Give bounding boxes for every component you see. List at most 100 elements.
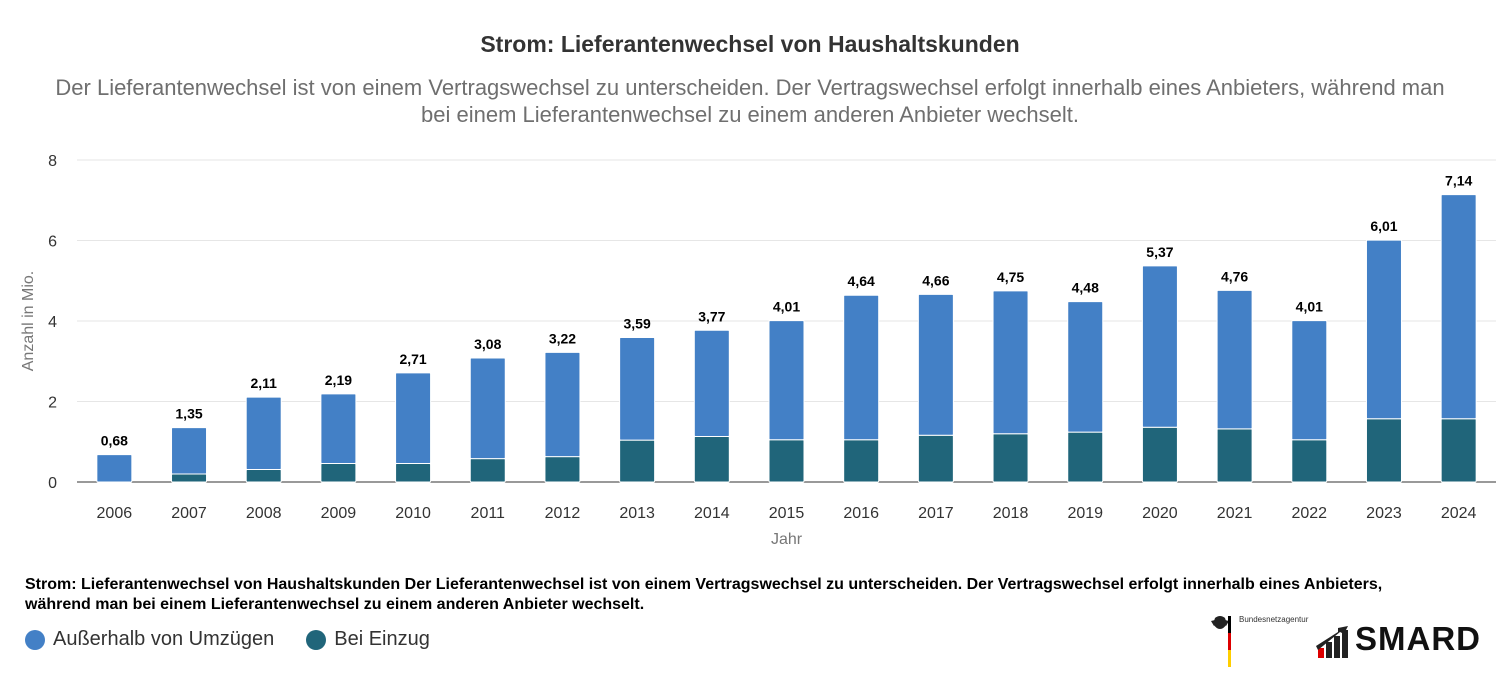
x-tick-label: 2016 xyxy=(843,505,879,522)
data-label: 3,77 xyxy=(698,308,725,324)
x-tick-label: 2021 xyxy=(1217,505,1253,522)
bar-ausserhalb-2020[interactable] xyxy=(1141,265,1178,428)
bar-einzug-2009[interactable] xyxy=(320,462,357,483)
bar-ausserhalb-2011[interactable] xyxy=(469,357,506,460)
bar-ausserhalb-2024[interactable] xyxy=(1440,194,1477,420)
data-label: 5,37 xyxy=(1146,244,1173,260)
data-label: 4,76 xyxy=(1221,268,1248,284)
x-tick-label: 2010 xyxy=(395,505,431,522)
bar-ausserhalb-2017[interactable] xyxy=(917,293,954,436)
eagle-icon xyxy=(1211,616,1229,629)
data-label: 3,22 xyxy=(549,330,576,346)
bar-ausserhalb-2009[interactable] xyxy=(320,393,357,464)
bar-einzug-2011[interactable] xyxy=(469,458,506,483)
data-label: 4,01 xyxy=(1296,299,1323,315)
bar-ausserhalb-2008[interactable] xyxy=(245,396,282,471)
bar-ausserhalb-2012[interactable] xyxy=(544,351,581,458)
bar-einzug-2023[interactable] xyxy=(1365,418,1402,483)
y-tick-label: 4 xyxy=(48,314,57,331)
x-tick-label: 2012 xyxy=(545,505,581,522)
y-axis-label: Anzahl in Mio. xyxy=(20,271,37,372)
bar-einzug-2015[interactable] xyxy=(768,439,805,483)
x-tick-label: 2006 xyxy=(97,505,133,522)
data-label: 1,35 xyxy=(175,406,202,422)
bar-ausserhalb-2010[interactable] xyxy=(395,372,432,464)
x-tick-label: 2014 xyxy=(694,505,730,522)
data-label: 4,01 xyxy=(773,299,800,315)
bar-einzug-2022[interactable] xyxy=(1291,439,1328,483)
y-tick-label: 8 xyxy=(48,153,57,170)
bar-ausserhalb-2007[interactable] xyxy=(171,427,208,475)
bar-einzug-2024[interactable] xyxy=(1440,418,1477,483)
x-tick-label: 2011 xyxy=(471,505,506,522)
bar-ausserhalb-2013[interactable] xyxy=(619,337,656,441)
legend-dot-einzug xyxy=(306,629,327,650)
bar-einzug-2008[interactable] xyxy=(245,469,282,483)
bar-ausserhalb-2019[interactable] xyxy=(1067,301,1104,433)
data-label: 4,75 xyxy=(997,269,1024,285)
bar-einzug-2014[interactable] xyxy=(693,436,730,483)
bar-ausserhalb-2018[interactable] xyxy=(992,290,1029,435)
bar-ausserhalb-2015[interactable] xyxy=(768,320,805,441)
bar-einzug-2021[interactable] xyxy=(1216,428,1253,483)
x-tick-label: 2018 xyxy=(993,505,1029,522)
x-axis-ticks: 2006 2007 2008 2009 2010 2011 2012 2013 2014 2015… xyxy=(97,505,1477,522)
data-label: 4,48 xyxy=(1072,280,1099,296)
data-label: 2,19 xyxy=(325,372,352,388)
bar-einzug-2018[interactable] xyxy=(992,433,1029,483)
legend-dot-ausserhalb xyxy=(25,629,45,650)
flag-stripe-gold xyxy=(1228,650,1231,667)
y-tick-label: 6 xyxy=(48,234,57,251)
data-labels: 0,68 1,35 2,11 2,19 2,71 3,08 3,22 3,59 3,77 4,01… xyxy=(101,173,1473,449)
legend-item-ausserhalb[interactable]: Außerhalb von Umzügen xyxy=(25,628,274,651)
x-tick-label: 2022 xyxy=(1291,505,1327,522)
data-label: 7,14 xyxy=(1445,173,1472,189)
chart-caption: Strom: Lieferantenwechsel von Haushaltsk… xyxy=(25,576,1383,613)
bar-ausserhalb-2022[interactable] xyxy=(1291,320,1328,441)
bar-ausserhalb-2014[interactable] xyxy=(693,329,730,438)
smard-logo-icon xyxy=(1316,626,1348,658)
y-tick-label: 2 xyxy=(48,395,57,412)
data-label: 3,08 xyxy=(474,336,501,352)
bar-einzug-2010[interactable] xyxy=(395,462,432,483)
legend-item-einzug[interactable]: Bei Einzug xyxy=(306,628,430,651)
legend-label-ausserhalb: Außerhalb von Umzügen xyxy=(53,628,275,650)
data-label: 3,59 xyxy=(624,316,651,332)
data-label: 4,64 xyxy=(848,273,875,289)
y-tick-label: 0 xyxy=(48,475,57,492)
x-tick-label: 2013 xyxy=(619,505,655,522)
chart-subtitle: Der Lieferantenwechsel ist von einem Ver… xyxy=(55,75,1445,127)
x-tick-label: 2015 xyxy=(769,505,805,522)
x-tick-label: 2008 xyxy=(246,505,282,522)
bar-einzug-2013[interactable] xyxy=(619,439,656,483)
bar-einzug-2019[interactable] xyxy=(1067,431,1104,483)
bar-einzug-2017[interactable] xyxy=(917,434,954,483)
bars xyxy=(96,194,1477,483)
bar-einzug-2016[interactable] xyxy=(843,439,880,483)
bundesnetzagentur-label: Bundesnetzagentur xyxy=(1239,615,1309,624)
data-label: 2,71 xyxy=(399,351,426,367)
bar-ausserhalb-2023[interactable] xyxy=(1365,239,1402,420)
x-axis-label: Jahr xyxy=(771,531,803,548)
bar-einzug-2007[interactable] xyxy=(171,473,208,483)
data-label: 6,01 xyxy=(1370,218,1397,234)
x-tick-label: 2017 xyxy=(918,505,954,522)
bar-ausserhalb-2006[interactable] xyxy=(96,454,133,483)
bar-einzug-2020[interactable] xyxy=(1141,426,1178,483)
bar-einzug-2012[interactable] xyxy=(544,456,581,483)
bar-ausserhalb-2021[interactable] xyxy=(1216,289,1253,430)
bundesnetzagentur-logo xyxy=(1211,616,1231,667)
x-tick-label: 2020 xyxy=(1142,505,1178,522)
data-label: 2,11 xyxy=(250,375,277,391)
x-tick-label: 2024 xyxy=(1441,505,1477,522)
legend-label-einzug: Bei Einzug xyxy=(334,628,430,650)
x-tick-label: 2009 xyxy=(321,505,357,522)
x-tick-label: 2023 xyxy=(1366,505,1402,522)
legend: Außerhalb von Umzügen Bei Einzug xyxy=(25,628,462,651)
bar-ausserhalb-2016[interactable] xyxy=(843,294,880,441)
x-tick-label: 2019 xyxy=(1067,505,1103,522)
smard-logo-text: SMARD xyxy=(1355,620,1481,657)
x-tick-label: 2007 xyxy=(171,505,207,522)
flag-stripe-black xyxy=(1228,616,1231,633)
